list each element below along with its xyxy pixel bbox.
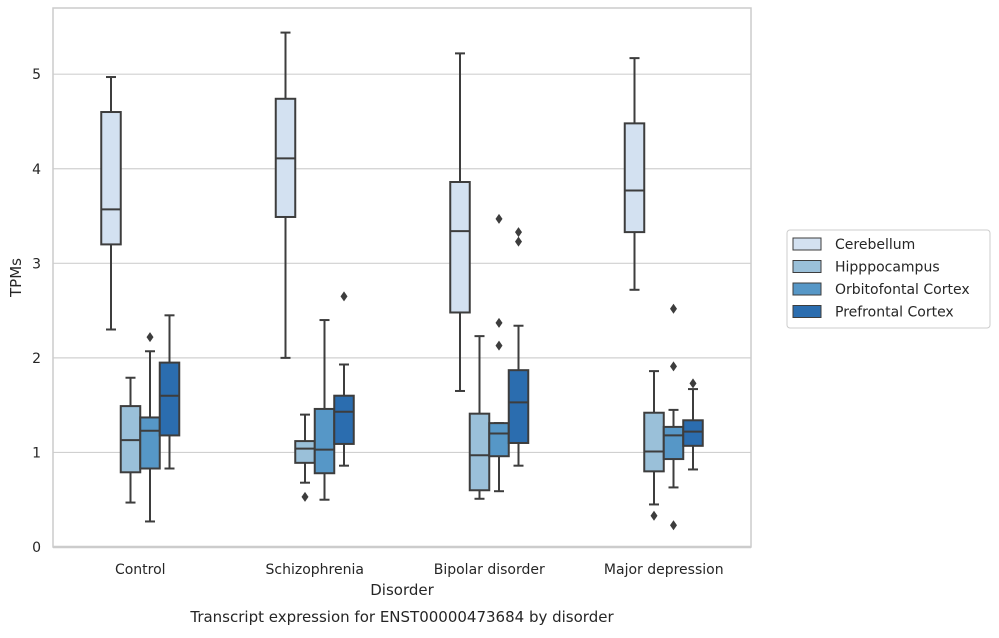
legend-item: Hipppocampus	[792, 260, 940, 276]
legend-item: Prefrontal Cortex	[792, 305, 954, 321]
outlier-point	[301, 491, 309, 502]
box-body	[449, 180, 471, 314]
outlier-point	[495, 340, 503, 351]
chart-caption: Transcript expression for ENST0000047368…	[189, 608, 614, 626]
box-body	[468, 412, 491, 492]
outlier-point	[495, 213, 503, 224]
box	[507, 227, 530, 467]
box-body	[623, 122, 646, 234]
x-tick-label: Bipolar disorder	[434, 562, 545, 578]
legend-item: Orbitofontal Cortex	[792, 282, 970, 298]
legend-label: Orbitofontal Cortex	[835, 282, 970, 298]
x-tick-label: Major depression	[604, 562, 724, 578]
x-tick-label: Control	[115, 562, 166, 578]
series-cerebellum	[100, 31, 646, 392]
box-body	[139, 416, 161, 470]
box	[158, 314, 181, 470]
outlier-point	[650, 510, 658, 521]
y-tick-label: 3	[32, 256, 41, 272]
legend-swatch	[792, 305, 822, 318]
legend-label: Prefrontal Cortex	[835, 305, 954, 321]
box	[139, 332, 161, 523]
outlier-point	[670, 520, 677, 531]
y-tick-label: 4	[32, 162, 41, 178]
outlier-point	[515, 227, 522, 238]
y-tick-label: 0	[32, 540, 41, 556]
outlier-point	[670, 361, 677, 372]
box-body	[682, 419, 704, 447]
box	[682, 378, 704, 471]
y-tick-label: 5	[32, 67, 41, 83]
legend-swatch	[792, 260, 822, 273]
legend-swatch	[792, 237, 822, 251]
outlier-point	[515, 236, 522, 247]
outlier-point	[340, 291, 348, 302]
box-body	[643, 411, 665, 473]
box-body	[313, 407, 336, 475]
box	[119, 376, 142, 504]
outlier-point	[689, 378, 697, 389]
x-axis-title: Disorder	[370, 581, 434, 599]
y-axis-title: TPMs	[7, 258, 25, 298]
outlier-point	[495, 317, 503, 328]
y-tick-label: 1	[32, 445, 41, 461]
box	[274, 31, 297, 359]
legend-item: Cerebellum	[792, 237, 915, 253]
box-body	[333, 394, 355, 445]
legend-label: Cerebellum	[835, 237, 915, 253]
box-body	[294, 440, 316, 464]
box	[662, 303, 685, 531]
box	[294, 413, 316, 502]
legend-swatch	[792, 282, 822, 296]
box-body	[158, 361, 181, 437]
series-orbitofontal-cortex	[139, 213, 685, 531]
box-body	[488, 422, 510, 458]
box	[313, 319, 336, 501]
box-body	[100, 111, 122, 246]
box	[449, 52, 471, 392]
legend-label: Hipppocampus	[835, 260, 940, 276]
x-axis-ticks: Control Schizophrenia Bipolar disorder Majo…	[115, 562, 724, 578]
outlier-point	[146, 332, 154, 343]
box	[623, 57, 646, 291]
box-series	[100, 31, 704, 531]
legend: Cerebellum Hipppocampus Orbitofontal Corte…	[786, 229, 991, 329]
legend-frame	[786, 229, 991, 329]
series-prefrontal-cortex	[158, 227, 704, 471]
box-body	[662, 425, 685, 461]
box	[333, 291, 355, 467]
y-axis-ticks: 0 1 2 3 4 5	[32, 67, 41, 556]
x-tick-label: Schizophrenia	[266, 562, 364, 578]
box	[100, 76, 122, 331]
box	[643, 370, 665, 521]
series-hipppocampus	[119, 335, 665, 521]
box-body	[507, 369, 530, 444]
legend-items: Cerebellum Hipppocampus Orbitofontal Corte…	[792, 237, 970, 321]
outlier-point	[670, 303, 677, 314]
y-tick-label: 2	[32, 351, 41, 367]
